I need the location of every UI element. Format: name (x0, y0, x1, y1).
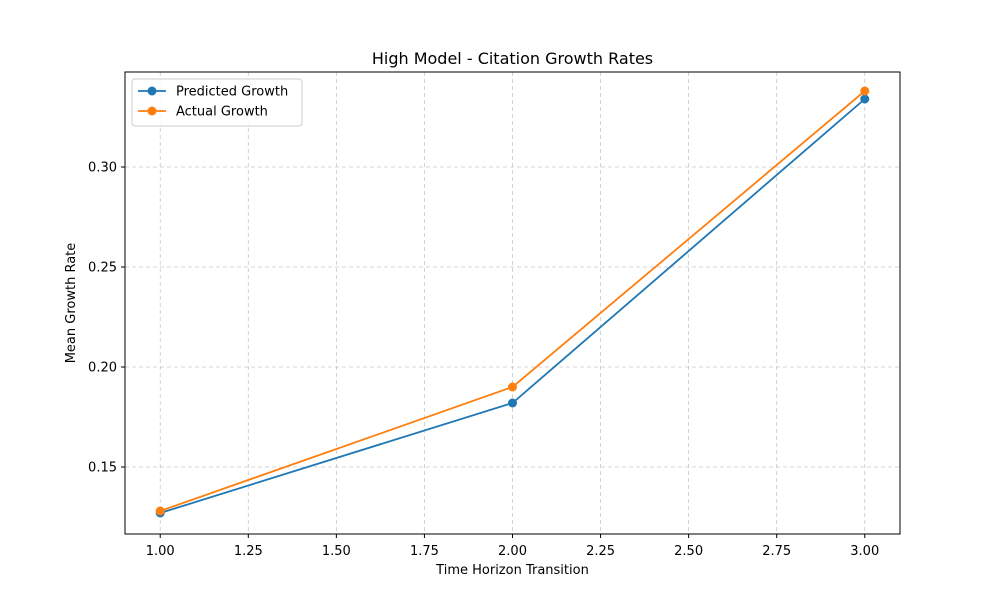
predicted-growth-point (508, 398, 517, 408)
legend-predicted-growth-marker (147, 86, 157, 96)
y-tick-label: 0.15 (88, 461, 117, 476)
predicted-growth-point (860, 94, 870, 104)
x-axis-ticks: 1.00 1.25 1.50 1.75 2.00 2.25 2.50 2.75 3.00 (146, 534, 879, 559)
y-tick-label: 0.25 (88, 261, 117, 276)
y-axis-label: Mean Growth Rate (64, 243, 79, 364)
legend-predicted-growth-label: Predicted Growth (176, 85, 288, 100)
grid-lines (125, 72, 900, 534)
x-tick-label: 2.75 (762, 544, 791, 559)
chart-title: High Model - Citation Growth Rates (372, 49, 653, 68)
actual-growth-point (508, 382, 517, 392)
series-layer (155, 86, 870, 518)
x-tick-label: 1.50 (322, 544, 351, 559)
x-tick-label: 1.00 (146, 544, 175, 559)
actual-growth-point (155, 506, 165, 516)
y-axis-ticks: 0.15 0.20 0.25 0.30 (88, 161, 125, 476)
legend-box (131, 78, 303, 127)
x-tick-label: 1.25 (234, 544, 263, 559)
x-axis-label: Time Horizon Transition (435, 563, 589, 578)
x-tick-label: 1.75 (410, 544, 439, 559)
x-tick-label: 2.00 (498, 544, 527, 559)
x-tick-label: 3.00 (850, 544, 879, 559)
y-tick-label: 0.20 (88, 361, 117, 376)
x-tick-label: 2.50 (674, 544, 703, 559)
actual-growth-point (860, 86, 870, 96)
legend-actual-growth-marker (147, 106, 157, 116)
legend-actual-growth-label: Actual Growth (176, 105, 268, 120)
y-tick-label: 0.30 (88, 161, 117, 176)
legend: Predicted Growth Actual Growth (131, 78, 303, 127)
x-tick-label: 2.25 (586, 544, 615, 559)
